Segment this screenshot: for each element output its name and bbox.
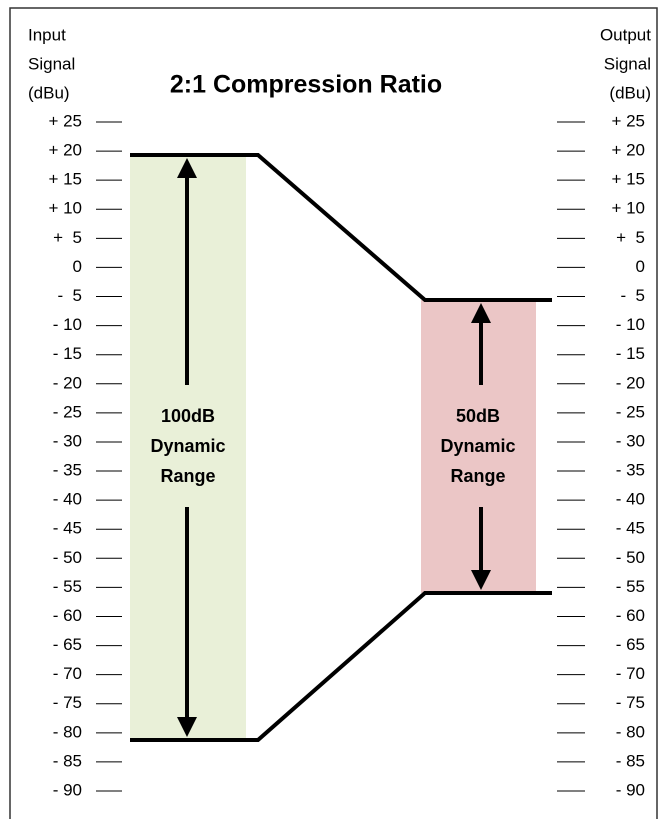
input-scale-label: - 60 <box>53 606 82 625</box>
output-scale-label: 0 <box>636 257 645 276</box>
input-header: Input <box>28 25 66 44</box>
input-scale-label: - 70 <box>53 664 82 683</box>
input-scale-label: - 20 <box>53 373 82 392</box>
output-scale-label: - 90 <box>616 780 645 799</box>
output-scale-label: - 80 <box>616 722 645 741</box>
output-header: (dBu) <box>609 83 651 102</box>
output-range-label: Dynamic <box>440 436 515 456</box>
input-scale-label: - 15 <box>53 344 82 363</box>
input-scale-label: - 85 <box>53 751 82 770</box>
output-scale-label: - 85 <box>616 751 645 770</box>
output-scale-label: - 35 <box>616 461 645 480</box>
input-header: Signal <box>28 54 75 73</box>
output-scale-label: - 40 <box>616 490 645 509</box>
input-scale-label: - 80 <box>53 722 82 741</box>
input-scale-label: - 10 <box>53 315 82 334</box>
input-scale-label: 0 <box>73 257 82 276</box>
input-scale-label: - 25 <box>53 402 82 421</box>
output-scale-label: - 70 <box>616 664 645 683</box>
input-range-label: Dynamic <box>150 436 225 456</box>
output-scale-label: - 15 <box>616 344 645 363</box>
output-range-band <box>421 300 536 593</box>
input-scale-label: - 55 <box>53 577 82 596</box>
input-scale-label: - 50 <box>53 548 82 567</box>
input-header: (dBu) <box>28 83 70 102</box>
output-scale-label: - 55 <box>616 577 645 596</box>
output-scale-label: - 20 <box>616 373 645 392</box>
output-scale-label: - 25 <box>616 402 645 421</box>
input-scale-label: + 5 <box>53 228 82 247</box>
bottom-level-line <box>130 591 552 742</box>
output-scale-label: - 30 <box>616 431 645 450</box>
input-range-label: Range <box>160 466 215 486</box>
output-scale-label: - 5 <box>620 286 645 305</box>
output-scale-label: - 75 <box>616 693 645 712</box>
input-scale-label: - 35 <box>53 461 82 480</box>
input-scale-label: - 90 <box>53 780 82 799</box>
top-level-line <box>130 153 552 302</box>
input-range-label: 100dB <box>161 406 215 426</box>
input-scale-label: - 5 <box>57 286 82 305</box>
input-scale-label: - 30 <box>53 431 82 450</box>
output-header: Signal <box>604 54 651 73</box>
input-scale-label: - 45 <box>53 519 82 538</box>
output-scale-label: - 50 <box>616 548 645 567</box>
frame <box>9 7 658 821</box>
output-scale-label: - 10 <box>616 315 645 334</box>
input-scale-label: + 10 <box>48 199 82 218</box>
input-scale-label: - 75 <box>53 693 82 712</box>
output-scale-label: - 65 <box>616 635 645 654</box>
output-scale-label: + 5 <box>616 228 645 247</box>
input-scale-label: - 65 <box>53 635 82 654</box>
output-scale-label: + 15 <box>611 170 645 189</box>
output-header: Output <box>600 25 651 44</box>
output-scale-label: - 45 <box>616 519 645 538</box>
input-scale-label: - 40 <box>53 490 82 509</box>
input-scale-label: + 25 <box>48 111 82 130</box>
output-scale-label: + 20 <box>611 141 645 160</box>
output-range-label: Range <box>450 466 505 486</box>
input-scale-label: + 15 <box>48 170 82 189</box>
output-scale-label: - 60 <box>616 606 645 625</box>
output-scale-label: + 10 <box>611 199 645 218</box>
title: 2:1 Compression Ratio <box>170 71 442 99</box>
input-scale-label: + 20 <box>48 141 82 160</box>
output-scale-label: + 25 <box>611 111 645 130</box>
output-range-label: 50dB <box>456 406 500 426</box>
